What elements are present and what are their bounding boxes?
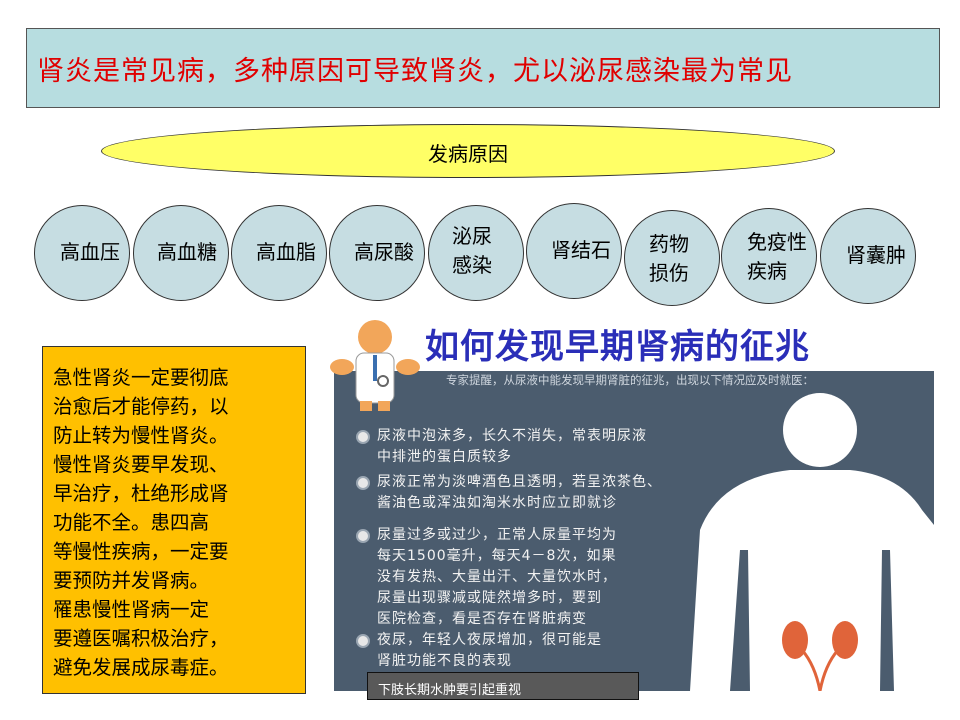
note-line: 防止转为慢性肾炎。	[53, 424, 229, 447]
cause-label-drug-injury-1: 药物	[649, 232, 689, 256]
cause-label-drug-injury-2: 损伤	[649, 261, 689, 285]
cause-circle-hyperuricemia	[329, 205, 425, 301]
cause-circle-urinary-infection	[428, 205, 524, 301]
bullet-icon	[356, 430, 370, 444]
bullet-icon	[356, 529, 370, 543]
bullet-icon	[356, 476, 370, 490]
cause-label-hyperlipidemia: 高血脂	[256, 240, 316, 264]
poster-item-line: 尿量出现骤减或陡然增多时，要到	[377, 590, 602, 606]
note-line: 急性肾炎一定要彻底	[53, 366, 229, 389]
poster-item-line: 酱油色或浑浊如淘米水时应立即就诊	[377, 495, 617, 511]
cause-circle-kidney-cyst	[820, 208, 916, 304]
poster-item-line: 尿量过多或过少，正常人尿量平均为	[377, 527, 617, 543]
poster-item-line: 尿液中泡沫多，长久不消失，常表明尿液	[377, 428, 647, 444]
poster-item-line: 每天1500毫升，每天4－8次，如果	[377, 548, 617, 564]
cause-label-kidney-cyst: 肾囊肿	[846, 243, 906, 267]
cause-circle-hyperglycemia	[133, 205, 229, 301]
poster-item-line: 医院检查，看是否存在肾脏病变	[377, 611, 587, 627]
cause-circle-hyperlipidemia	[231, 205, 327, 301]
note-line: 慢性肾炎要早发现、	[53, 453, 229, 476]
cause-label-urinary-infection-1: 泌尿	[452, 224, 492, 248]
note-line: 要遵医嘱积极治疗，	[53, 627, 229, 650]
cause-label-kidney-stone: 肾结石	[551, 238, 611, 262]
cause-label-hyperuricemia: 高尿酸	[354, 240, 414, 264]
note-line: 罹患慢性肾病一定	[53, 598, 210, 621]
bullet-icon	[356, 634, 370, 648]
poster-item-line: 尿液正常为淡啤酒色且透明，若呈浓茶色、	[377, 474, 662, 490]
human-body-icon	[690, 393, 934, 691]
causes-header: 发病原因	[101, 124, 835, 178]
cause-circle-drug-injury	[624, 210, 720, 306]
poster-item-line: 肾脏功能不良的表现	[377, 653, 512, 669]
cause-circle-kidney-stone	[526, 203, 622, 299]
poster-item-line: 没有发热、大量出汗、大量饮水时，	[377, 569, 617, 585]
cause-label-hyperglycemia: 高血糖	[157, 240, 217, 264]
poster-title: 如何发现早期肾病的征兆	[425, 327, 810, 367]
note-line: 等慢性疾病，一定要	[53, 540, 229, 563]
doctor-mascot-icon	[330, 320, 420, 411]
cause-label-urinary-infection-2: 感染	[452, 253, 492, 277]
banner-text: 肾炎是常见病，多种原因可导致肾炎，尤以泌尿感染最为常见	[37, 56, 793, 87]
cause-circle-hypertension	[34, 205, 130, 301]
poster-subtitle: 专家提醒，从尿液中能发现早期肾脏的征兆，出现以下情况应及时就医：	[446, 373, 814, 387]
note-line: 要预防并发肾病。	[53, 569, 210, 592]
kidney-warning-poster: 如何发现早期肾病的征兆 专家提醒，从尿液中能发现早期肾脏的征兆，出现以下情况应及…	[330, 315, 934, 691]
causes-title: 发病原因	[428, 142, 508, 166]
note-line: 早治疗，杜绝形成肾	[53, 482, 229, 505]
note-line: 治愈后才能停药，以	[53, 395, 229, 418]
cause-label-immune-disease-1: 免疫性	[747, 230, 807, 254]
advice-note: 急性肾炎一定要彻底 治愈后才能停药，以 防止转为慢性肾炎。 慢性肾炎要早发现、 …	[42, 346, 306, 694]
caption-bar: 下肢长期水肿要引起重视	[367, 672, 639, 700]
cause-label-immune-disease-2: 疾病	[747, 259, 787, 283]
poster-item-line: 中排泄的蛋白质较多	[377, 449, 512, 465]
cause-label-hypertension: 高血压	[60, 240, 120, 264]
note-line: 功能不全。患四高	[53, 511, 210, 534]
note-line: 避免发展成尿毒症。	[53, 656, 229, 679]
poster-item-line: 夜尿，年轻人夜尿增加，很可能是	[377, 632, 602, 648]
caption-text: 下肢长期水肿要引起重视	[378, 683, 522, 698]
top-banner: 肾炎是常见病，多种原因可导致肾炎，尤以泌尿感染最为常见	[26, 28, 940, 108]
cause-circle-immune-disease	[721, 208, 817, 304]
